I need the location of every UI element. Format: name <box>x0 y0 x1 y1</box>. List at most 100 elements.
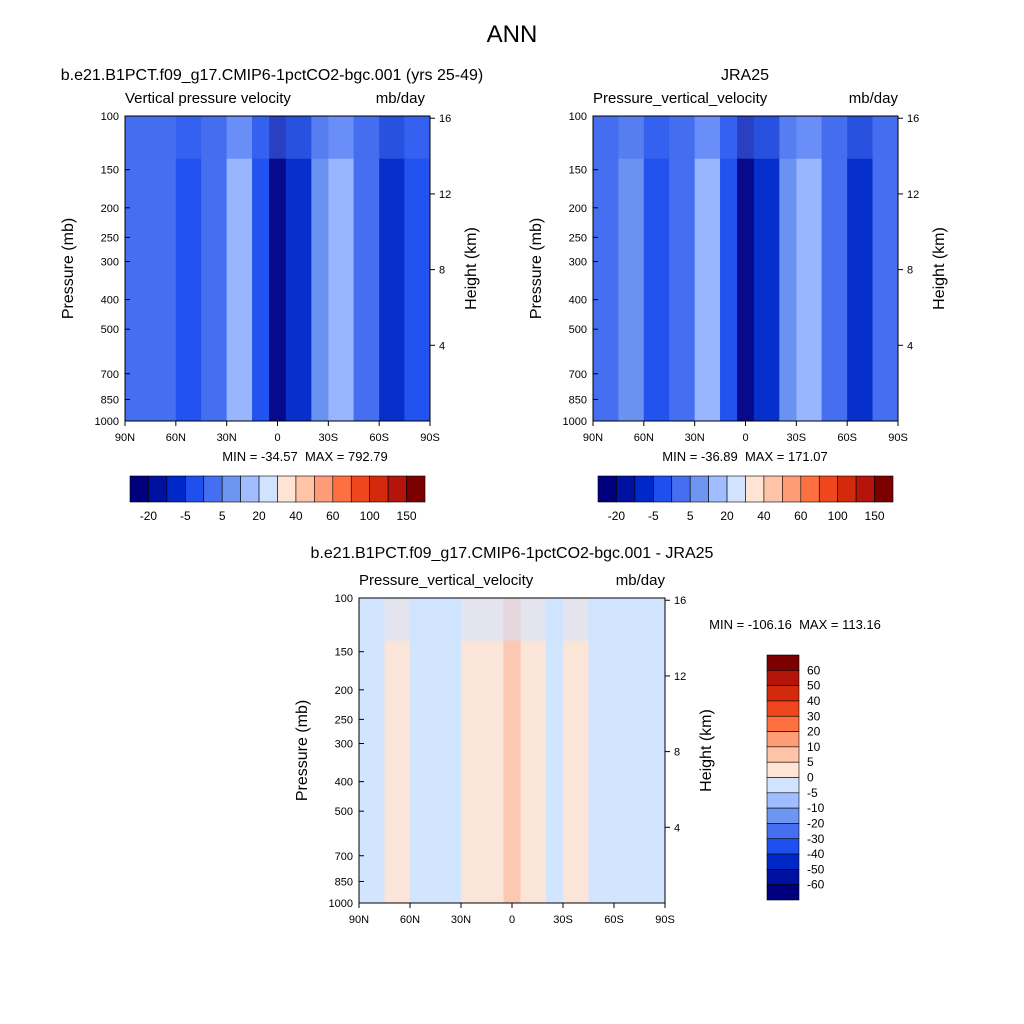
obs-colorbar-swatch <box>818 475 838 503</box>
obs-colorbar-swatch <box>855 475 875 503</box>
model-ytick-label: 300 <box>101 257 119 269</box>
obs-colorbar-swatch <box>763 475 783 503</box>
model-colorbar-swatch <box>166 475 186 503</box>
model-colorbar-swatch <box>203 475 223 503</box>
model-colorbar-swatch <box>387 475 407 503</box>
model-band <box>285 116 312 421</box>
diff-band <box>410 598 436 903</box>
diff-colorbar-label: -10 <box>807 801 825 815</box>
diff-band <box>486 598 504 903</box>
diff-ytick-label: 250 <box>335 714 353 726</box>
obs-panel-title: JRA25 <box>721 67 769 84</box>
diff-colorbar-swatch <box>766 761 800 778</box>
diff-colorbar-label: 10 <box>807 740 821 754</box>
obs-ytick-label: 850 <box>569 394 587 406</box>
obs-colorbar-swatch <box>597 475 617 503</box>
diff-colorbar-label: 30 <box>807 709 821 723</box>
obs-band <box>618 116 644 421</box>
obs-colorbar-swatch <box>653 475 673 503</box>
obs-colorbar-label: 5 <box>687 509 694 523</box>
model-colorbar-label: 60 <box>326 509 340 523</box>
diff-band <box>563 598 589 903</box>
diff-band <box>359 598 385 903</box>
diff-colorbar-swatch <box>766 838 800 855</box>
model-colorbar-label: 20 <box>252 509 266 523</box>
diff-ytick-label: 200 <box>335 685 353 697</box>
model-units-label: mb/day <box>376 90 426 107</box>
model-colorbar-swatch <box>314 475 334 503</box>
model-ytick-label: 1000 <box>95 416 119 428</box>
diff-min-max: MIN = -106.16 MAX = 113.16 <box>709 617 881 632</box>
diff-band <box>461 598 487 903</box>
diff-colorbar-label: 5 <box>807 755 814 769</box>
obs-band <box>593 116 619 421</box>
diff-variable-label: Pressure_vertical_velocity <box>359 572 534 589</box>
diff-colorbar-label: 20 <box>807 725 821 739</box>
diff-ylabel: Pressure (mb) <box>294 700 311 801</box>
model-colorbar-swatch <box>295 475 315 503</box>
obs-xtick-label: 30S <box>787 432 807 444</box>
model-band <box>150 116 176 421</box>
diff-band <box>588 598 614 903</box>
diff-colorbar-swatch <box>766 746 800 763</box>
diff-colorbar-swatch <box>766 792 800 809</box>
model-band <box>328 116 354 421</box>
diff-ytick-label: 100 <box>335 593 353 605</box>
model-ytick-label: 500 <box>101 324 119 336</box>
obs-band <box>753 116 780 421</box>
obs-colorbar-label: 60 <box>794 509 808 523</box>
obs-colorbar-swatch <box>782 475 802 503</box>
obs-band <box>737 116 754 421</box>
model-ytick-label: 400 <box>101 295 119 307</box>
obs-ytick-label: 700 <box>569 369 587 381</box>
model-panel-title: b.e21.B1PCT.f09_g17.CMIP6-1pctCO2-bgc.00… <box>61 67 483 84</box>
diff-band <box>614 598 640 903</box>
model-band <box>269 116 286 421</box>
diff-ytick-label: 500 <box>335 806 353 818</box>
model-y2tick-label: 12 <box>439 189 451 201</box>
obs-colorbar-swatch <box>634 475 654 503</box>
obs-xtick-label: 90N <box>583 432 603 444</box>
model-variable-label: Vertical pressure velocity <box>125 90 291 107</box>
model-band <box>201 116 227 421</box>
model-y2label: Height (km) <box>463 227 480 310</box>
obs-ytick-label: 100 <box>569 111 587 123</box>
model-colorbar-label: 150 <box>397 509 417 523</box>
obs-colorbar-swatch <box>616 475 636 503</box>
model-band <box>252 116 270 421</box>
model-ytick-label: 250 <box>101 232 119 244</box>
obs-colorbar-swatch <box>689 475 709 503</box>
model-band <box>353 116 380 421</box>
model-band <box>226 116 253 421</box>
obs-ytick-label: 500 <box>569 324 587 336</box>
model-colorbar-label: -5 <box>180 509 191 523</box>
obs-colorbar-swatch <box>671 475 691 503</box>
model-xtick-label: 30S <box>319 432 339 444</box>
model-ylabel: Pressure (mb) <box>60 218 77 319</box>
model-min-max: MIN = -34.57 MAX = 792.79 <box>222 449 387 464</box>
model-colorbar-swatch <box>332 475 352 503</box>
model-colorbar: -20 -5 5 20 40 60 100 150 <box>129 475 426 523</box>
diff-band <box>435 598 461 903</box>
obs-min-max: MIN = -36.89 MAX = 171.07 <box>662 449 827 464</box>
diff-band <box>503 598 521 903</box>
obs-panel: 100150200250300400500700850100016128490N… <box>528 111 948 523</box>
obs-band <box>796 116 822 421</box>
diff-band <box>639 598 665 903</box>
diff-xtick-label: 90S <box>655 914 675 926</box>
model-y2tick-label: 4 <box>439 340 445 352</box>
diff-y2tick-label: 16 <box>674 595 686 607</box>
obs-band <box>694 116 721 421</box>
diff-colorbar-swatch <box>766 823 800 840</box>
obs-xtick-label: 60N <box>634 432 654 444</box>
model-xtick-label: 60S <box>369 432 389 444</box>
diff-upper-layer <box>359 598 665 641</box>
obs-variable-label: Pressure_vertical_velocity <box>593 90 768 107</box>
model-colorbar-swatch <box>406 475 426 503</box>
obs-xtick-label: 90S <box>888 432 908 444</box>
diff-y2tick-label: 8 <box>674 747 680 759</box>
obs-ytick-label: 400 <box>569 295 587 307</box>
obs-band <box>847 116 873 421</box>
obs-ytick-label: 300 <box>569 257 587 269</box>
